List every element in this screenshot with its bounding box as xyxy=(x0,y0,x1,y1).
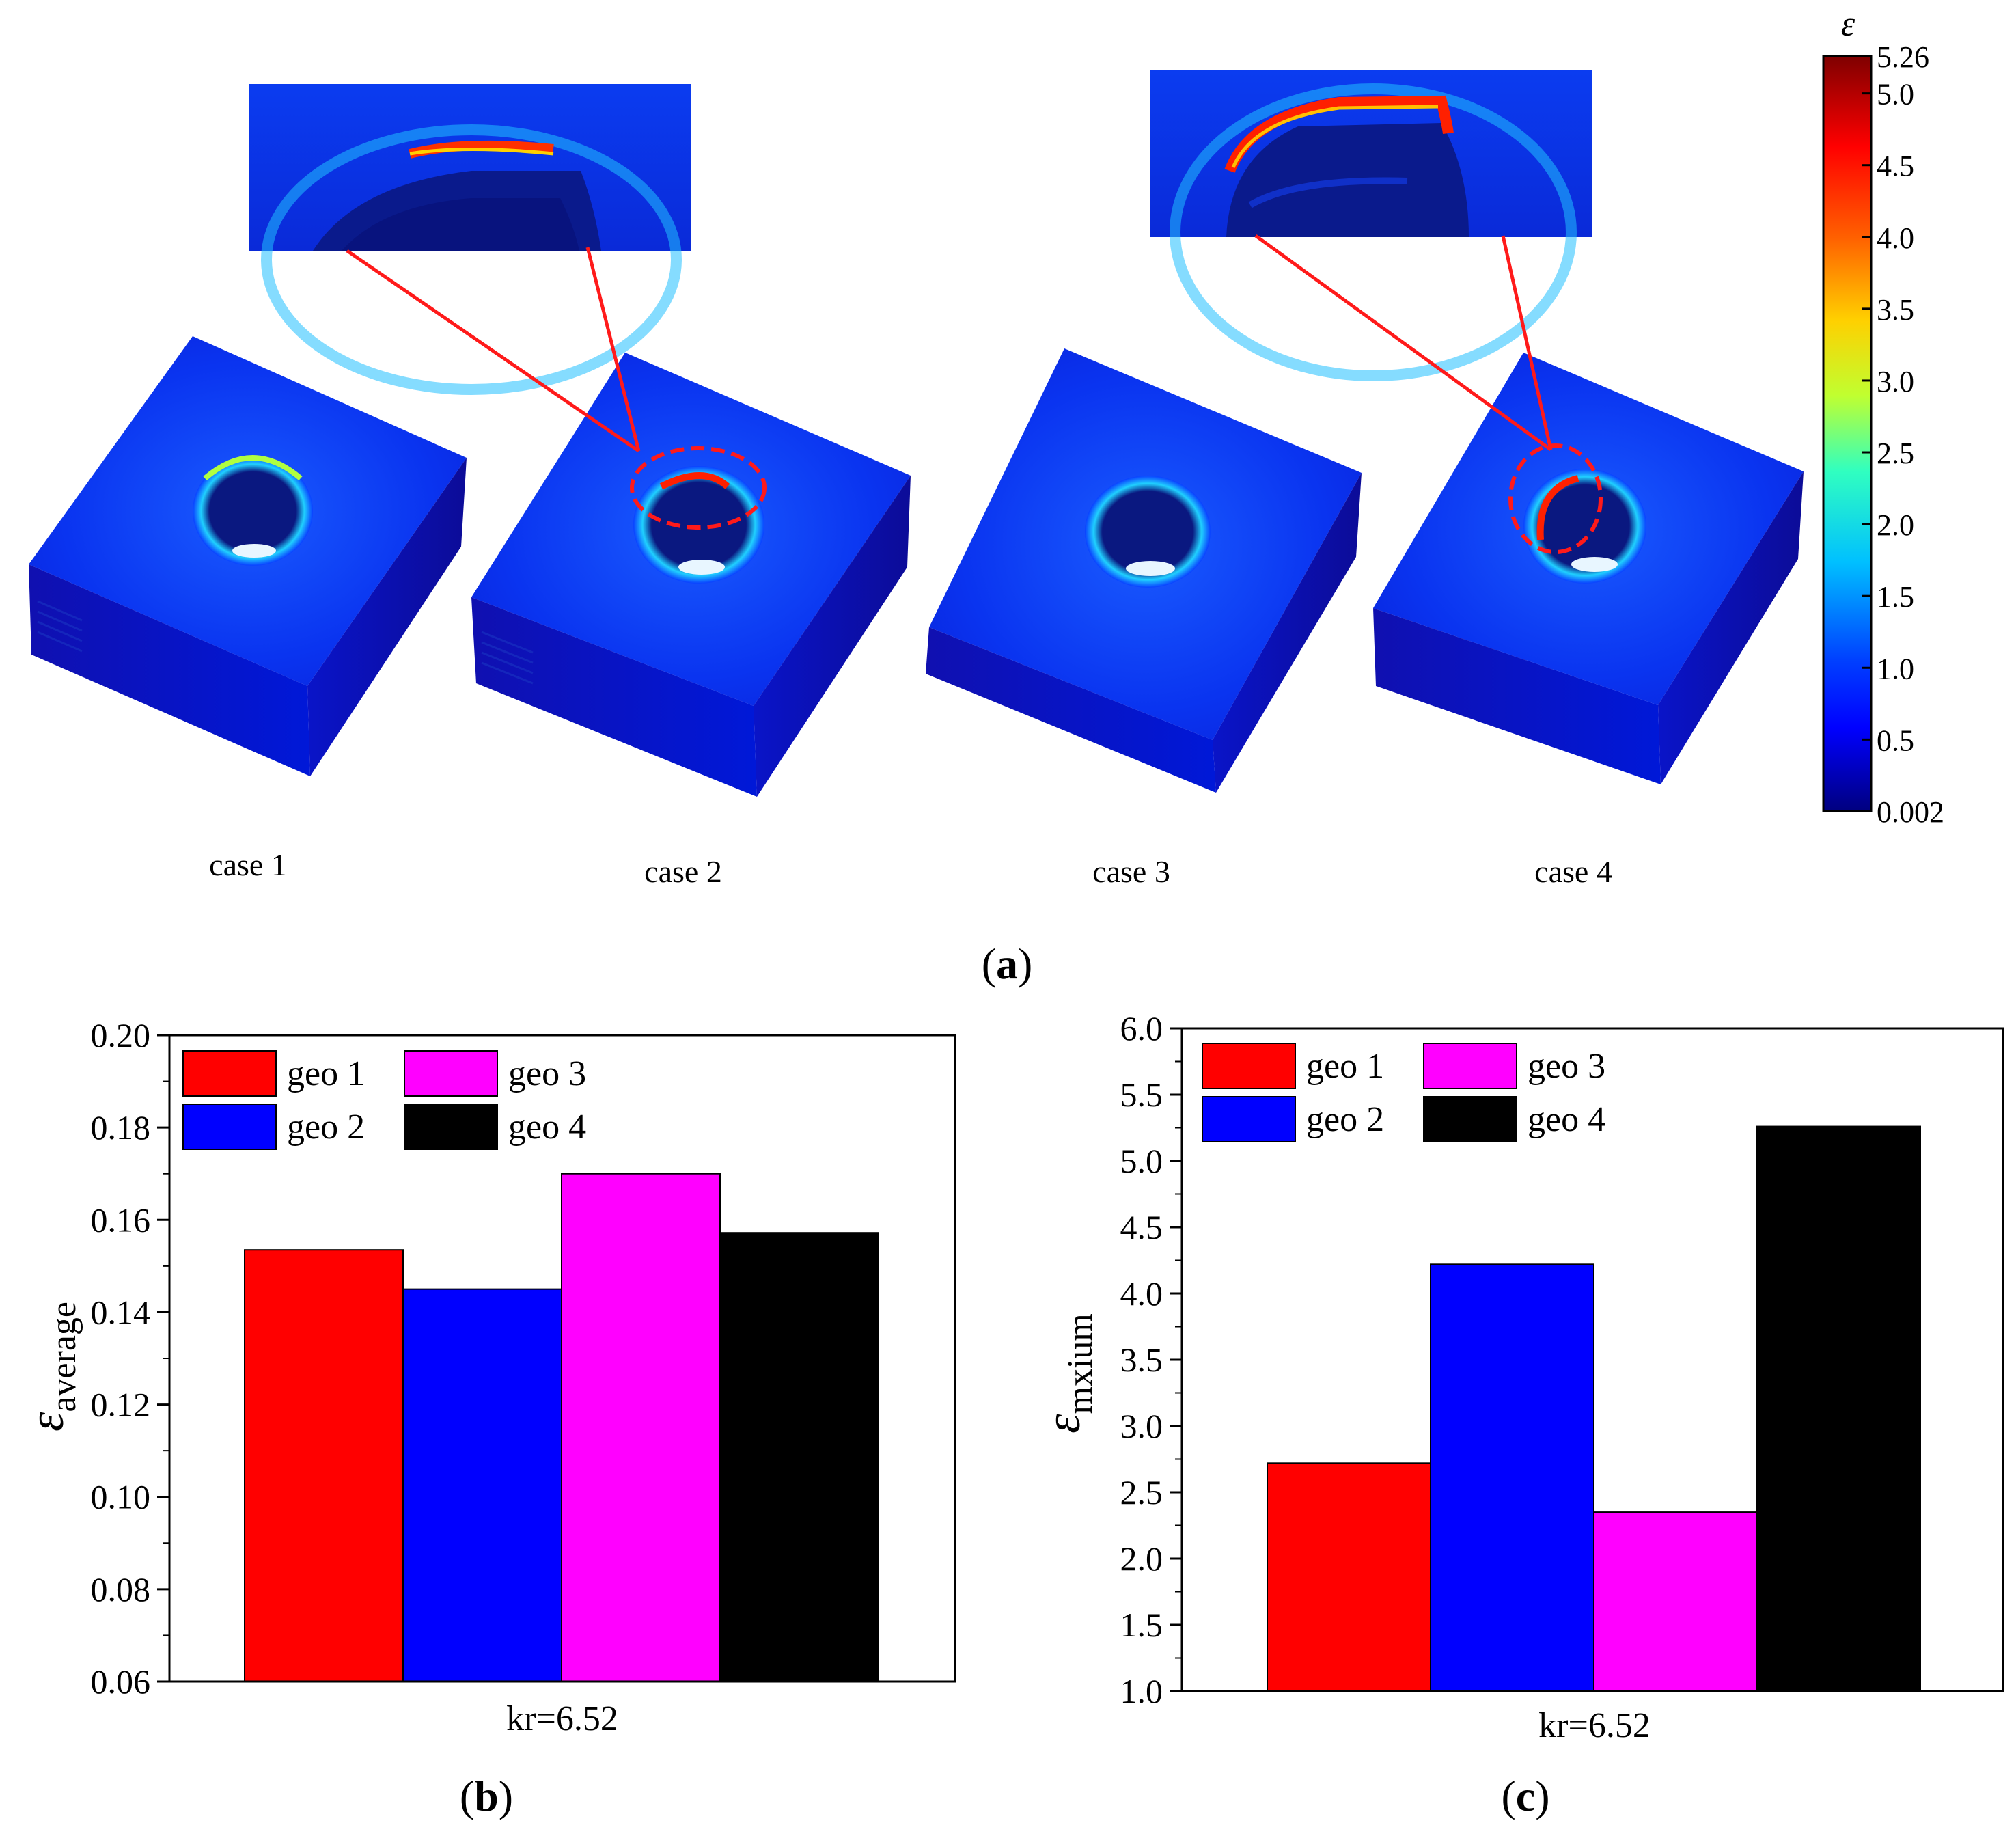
chart-c-axes: 1.0 1.5 2.0 2.5 3.0 3.5 4.0 4.5 5.0 5.5 6.0 xyxy=(1120,1009,2004,1710)
chart-c-ylabel-symbol: ε xyxy=(1036,1414,1090,1434)
y-tick-label: 0.06 xyxy=(91,1662,151,1701)
case-2-model xyxy=(471,353,911,797)
colorbar-tick-label: 5.0 xyxy=(1877,78,1914,111)
case-4-model xyxy=(1373,353,1804,784)
chart-b-ylabel: εaverage xyxy=(19,1302,83,1431)
y-tick-label: 0.10 xyxy=(91,1478,151,1516)
bar-geo-4 xyxy=(719,1232,879,1682)
colorbar-tick-label: 2.0 xyxy=(1877,508,1914,542)
case-3-model xyxy=(926,348,1362,793)
bar-geo-2 xyxy=(402,1288,562,1682)
colorbar-gradient xyxy=(1822,55,1873,812)
case-1-label: case 1 xyxy=(209,847,287,882)
case-2-zoom-inset xyxy=(249,84,691,395)
chart-b-legend: geo 1 geo 2 geo 3 geo 4 xyxy=(182,1050,586,1150)
colorbar-tick-label: 2.5 xyxy=(1877,437,1914,470)
legend-swatch xyxy=(1202,1043,1296,1089)
chart-c: 1.01.52.02.53.03.54.04.55.05.56.0 geo 1g… xyxy=(1036,1009,2004,1820)
chart-c-legend: geo 1 geo 2 geo 3 geo 4 xyxy=(1202,1043,1605,1142)
chart-c-panel-label: (c) xyxy=(1501,1772,1549,1820)
bar-geo-1 xyxy=(1267,1462,1431,1692)
chart-b-panel-label: (b) xyxy=(460,1772,513,1820)
panel-a: case 1 case 2 case 3 case 4 ε 5.26 5.0 4.5… xyxy=(29,5,1944,988)
colorbar-tick-label: 1.0 xyxy=(1877,652,1914,685)
y-tick-label: 2.5 xyxy=(1120,1473,1163,1511)
chart-b-ylabel-sub: average xyxy=(44,1302,83,1412)
y-tick-label: 0.16 xyxy=(91,1201,151,1239)
case-4-highlight-circle xyxy=(1508,443,1603,554)
y-tick-label: 6.0 xyxy=(1120,1009,1163,1047)
colorbar-tick-label: 4.0 xyxy=(1877,221,1914,255)
y-tick-label: 0.08 xyxy=(91,1570,151,1608)
case-1-model xyxy=(29,336,467,776)
y-tick-label: 1.0 xyxy=(1120,1672,1163,1710)
chart-c-ylabel-sub: mxium xyxy=(1061,1313,1100,1414)
y-tick-label: 0.12 xyxy=(91,1386,151,1424)
legend-swatch xyxy=(182,1104,277,1150)
y-tick-label: 0.20 xyxy=(91,1016,151,1054)
chart-c-xlabel: kr=6.52 xyxy=(1538,1706,1651,1745)
case-4-zoom-inset xyxy=(1150,70,1592,381)
bar-geo-4 xyxy=(1756,1125,1921,1692)
y-tick-label: 2.0 xyxy=(1120,1539,1163,1578)
legend-swatch xyxy=(1202,1096,1296,1142)
colorbar-tick-label: 4.5 xyxy=(1877,150,1914,183)
chart-b: 0.060.080.100.120.140.160.180.20 geo 1ge… xyxy=(19,1016,956,1820)
colorbar-tick-label: 3.5 xyxy=(1877,293,1914,327)
case-4-label: case 4 xyxy=(1534,854,1612,889)
colorbar-tick-label: 0.5 xyxy=(1877,724,1914,757)
legend-label: geo 3 xyxy=(508,1054,586,1093)
legend-label: geo 2 xyxy=(287,1108,365,1147)
y-tick-label: 5.5 xyxy=(1120,1075,1163,1114)
bar-geo-3 xyxy=(1593,1511,1758,1692)
colorbar-ticks: 5.26 5.0 4.5 4.0 3.5 3.0 2.5 2.0 1.5 1.0 0.5 0.002 xyxy=(1862,40,1944,829)
colorbar-tick-label: 5.26 xyxy=(1877,40,1929,74)
legend-label: geo 4 xyxy=(1528,1100,1605,1139)
legend-swatch xyxy=(1423,1096,1517,1142)
colorbar-symbol: ε xyxy=(1841,5,1855,44)
y-tick-label: 4.5 xyxy=(1120,1208,1163,1246)
colorbar-tick-label: 1.5 xyxy=(1877,580,1914,614)
y-tick-label: 3.0 xyxy=(1120,1407,1163,1445)
chart-b-ylabel-symbol: ε xyxy=(19,1412,74,1431)
colorbar: ε 5.26 5.0 4.5 4.0 3.5 3.0 2.5 2.0 1.5 1.0 0.5 0.00… xyxy=(1822,5,1944,829)
callout-lines xyxy=(346,234,1553,453)
panel-a-label: (a) xyxy=(982,940,1033,988)
bar-geo-3 xyxy=(561,1173,721,1682)
bar-geo-1 xyxy=(244,1249,404,1682)
case-3-label: case 3 xyxy=(1092,854,1170,889)
y-tick-label: 0.14 xyxy=(91,1293,151,1331)
chart-c-ylabel: εmxium xyxy=(1036,1313,1100,1434)
chart-b-xlabel: kr=6.52 xyxy=(506,1699,618,1738)
legend-swatch xyxy=(404,1104,498,1150)
legend-swatch xyxy=(404,1050,498,1097)
legend-label: geo 3 xyxy=(1528,1047,1605,1086)
y-tick-label: 4.0 xyxy=(1120,1274,1163,1313)
legend-swatch xyxy=(1423,1043,1517,1089)
legend-swatch xyxy=(182,1050,277,1097)
y-tick-label: 3.5 xyxy=(1120,1341,1163,1379)
y-tick-label: 1.5 xyxy=(1120,1606,1163,1644)
case-2-label: case 2 xyxy=(644,854,722,889)
legend-label: geo 1 xyxy=(1306,1047,1384,1086)
case-2-highlight-circle xyxy=(630,446,767,530)
legend-label: geo 1 xyxy=(287,1054,365,1093)
colorbar-tick-label: 3.0 xyxy=(1877,365,1914,398)
legend-label: geo 2 xyxy=(1306,1100,1384,1139)
colorbar-tick-label: 0.002 xyxy=(1877,795,1944,829)
legend-label: geo 4 xyxy=(508,1108,586,1147)
y-tick-label: 5.0 xyxy=(1120,1142,1163,1180)
chart-b-bars xyxy=(244,1173,879,1682)
y-tick-label: 0.18 xyxy=(91,1108,151,1147)
bar-geo-2 xyxy=(1430,1263,1594,1692)
chart-c-bars xyxy=(1267,1125,1921,1692)
chart-b-axes: 0.06 0.08 0.10 0.12 0.14 0.16 0.18 0.20 xyxy=(91,1016,956,1701)
